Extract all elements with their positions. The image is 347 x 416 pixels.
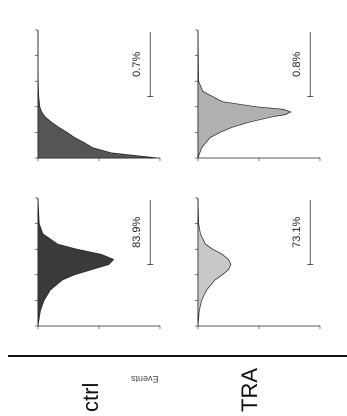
histogram-svg: 73.1%	[195, 197, 321, 329]
histogram-ctrl-left: 0.7%	[10, 8, 175, 183]
histogram-area	[197, 29, 292, 159]
histogram-svg: 0.8%	[195, 29, 321, 161]
histogram-ctrl-right: 0.8%	[170, 8, 335, 183]
histogram-svg: 83.9%	[35, 197, 161, 329]
gate-percent-label: 0.7%	[131, 52, 143, 77]
group-label-tra: TRA	[237, 368, 262, 412]
histogram-area	[197, 197, 232, 327]
histogram-tra-left: 83.9%	[10, 176, 175, 351]
top-axis-label-fragment: ~	[154, 0, 160, 5]
gate-percent-label: 0.8%	[291, 52, 303, 77]
histogram-tra-right: 73.1%	[170, 176, 335, 351]
group-label-ctrl: ctrl	[78, 382, 103, 412]
histogram-area	[37, 30, 158, 159]
y-axis-label: Events	[131, 374, 159, 384]
histogram-svg: 0.7%	[35, 29, 161, 161]
gate-percent-label: 73.1%	[291, 216, 303, 247]
histogram-area	[37, 197, 115, 327]
frame-baseline	[8, 355, 347, 357]
gate-percent-label: 83.9%	[131, 216, 143, 247]
